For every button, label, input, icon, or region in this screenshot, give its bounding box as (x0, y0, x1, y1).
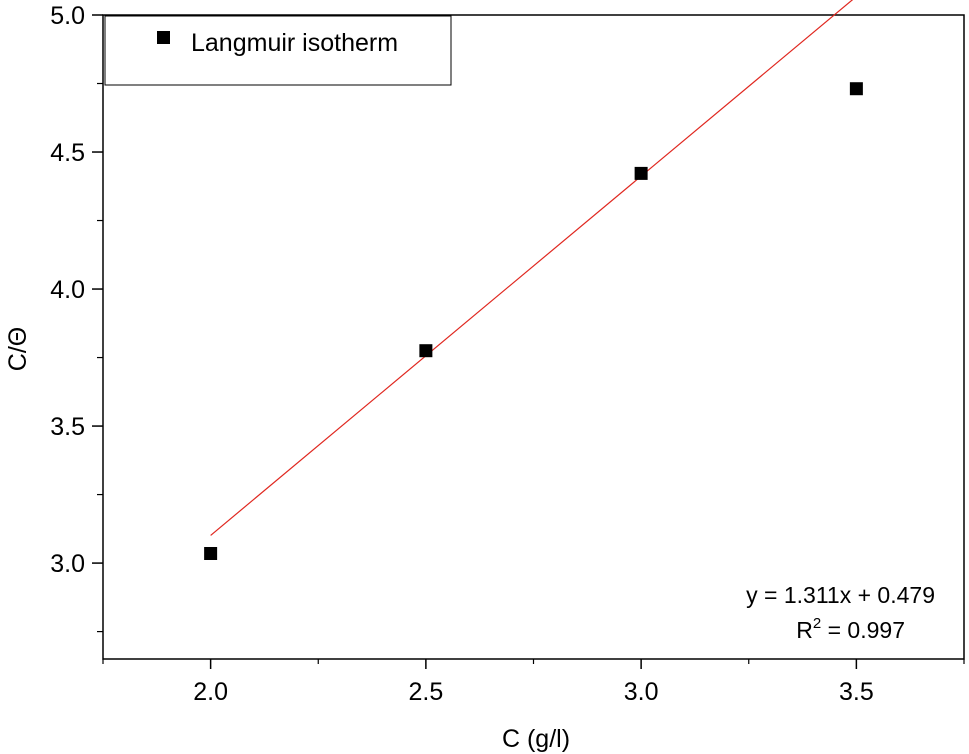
r-squared-suffix: = 0.997 (821, 617, 905, 643)
x-axis-label: C (g/l) (502, 725, 570, 753)
fit-equation: y = 1.311x + 0.479 (746, 582, 935, 608)
legend: Langmuir isotherm (104, 15, 452, 86)
data-point (634, 166, 648, 180)
x-tick-label: 3.5 (839, 678, 874, 706)
data-point (849, 82, 863, 96)
legend-label: Langmuir isotherm (191, 29, 398, 57)
data-point (419, 344, 433, 358)
y-tick-label: 4.5 (50, 139, 85, 167)
plot-area (102, 14, 965, 660)
y-tick-label: 4.0 (50, 276, 85, 304)
legend-marker (157, 31, 170, 44)
y-axis-ticks: 3.0 3.5 4.0 4.5 5.0 (50, 2, 103, 633)
x-tick-label: 2.0 (193, 678, 228, 706)
data-point (204, 546, 218, 560)
r-squared-label: R2 = 0.997 (796, 615, 905, 643)
y-axis-label: C/Θ (4, 327, 32, 371)
y-tick-label: 3.0 (50, 550, 85, 578)
y-tick-label: 3.5 (50, 413, 85, 441)
x-tick-label: 3.0 (624, 678, 659, 706)
x-tick-label: 2.5 (408, 678, 443, 706)
x-axis-ticks: 2.0 2.5 3.0 3.5 (102, 659, 965, 706)
y-tick-label: 5.0 (50, 2, 85, 30)
r-squared-prefix: R (796, 617, 813, 643)
r-squared-sup: 2 (813, 615, 821, 632)
legend-box (104, 15, 452, 86)
fit-line (210, 0, 854, 536)
data-points (204, 82, 863, 560)
